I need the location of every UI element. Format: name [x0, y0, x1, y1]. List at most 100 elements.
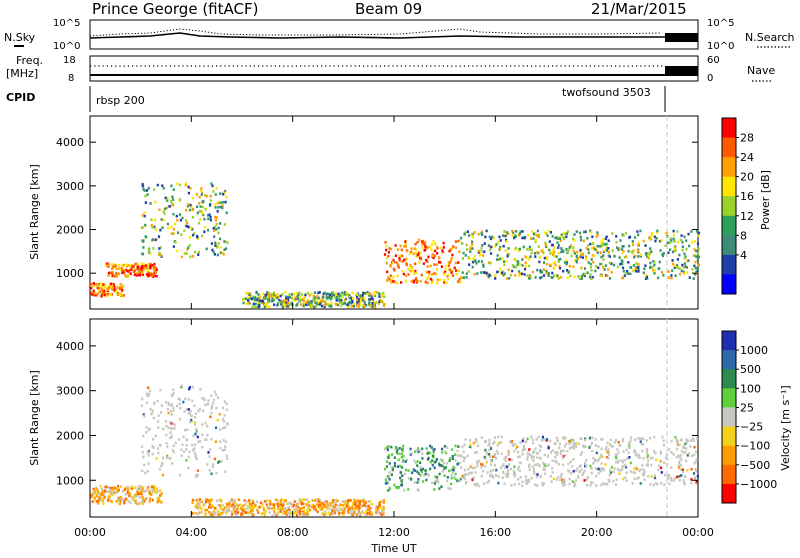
echo-cell	[461, 445, 464, 449]
echo-cell	[208, 506, 211, 509]
echo-cell	[276, 293, 279, 296]
echo-cell	[140, 404, 143, 407]
echo-cell	[623, 255, 626, 259]
echo-cell	[622, 269, 625, 273]
echo-cell	[124, 493, 128, 496]
echo-cell	[417, 472, 420, 475]
echo-cell	[609, 471, 613, 474]
echo-cell	[678, 460, 681, 463]
echo-cell	[281, 512, 284, 515]
echo-cell	[367, 303, 370, 307]
echo-cell	[170, 232, 173, 235]
echo-cell	[544, 243, 547, 247]
echo-cell	[196, 473, 199, 476]
echo-cell	[683, 272, 686, 276]
echo-cell	[214, 507, 217, 510]
echo-cell	[523, 448, 527, 451]
echo-cell	[460, 236, 463, 240]
echo-cell	[288, 508, 291, 511]
echo-cell	[541, 248, 545, 252]
echo-cell	[488, 235, 491, 239]
echo-cell	[194, 443, 197, 447]
echo-cell	[682, 479, 685, 482]
echo-cell	[201, 200, 204, 204]
echo-cell	[632, 249, 635, 253]
echo-cell	[670, 451, 673, 454]
echo-cell	[197, 440, 200, 444]
echo-cell	[359, 296, 362, 299]
echo-cell	[487, 261, 490, 264]
echo-cell	[116, 286, 119, 289]
echo-cell	[589, 266, 593, 269]
echo-cell	[355, 294, 358, 297]
echo-cell	[580, 251, 583, 254]
echo-cell	[253, 298, 256, 301]
echo-cell	[552, 266, 555, 270]
echo-cell	[357, 501, 360, 504]
echo-cell	[298, 510, 301, 514]
echo-cell	[607, 478, 610, 482]
echo-cell	[560, 247, 563, 250]
echo-cell	[512, 469, 515, 473]
echo-cell	[200, 193, 203, 196]
echo-cell	[308, 508, 312, 512]
echo-cell	[695, 270, 698, 273]
echo-cell	[452, 245, 455, 248]
echo-cell	[433, 466, 436, 470]
colorbar-segment	[722, 215, 736, 236]
echo-cell	[221, 204, 224, 207]
echo-cell	[671, 250, 675, 254]
echo-cell	[649, 238, 653, 241]
echo-cell	[435, 268, 438, 271]
echo-cell	[380, 295, 384, 298]
echo-cell	[468, 234, 471, 237]
echo-cell	[189, 255, 192, 259]
echo-cell	[314, 506, 318, 510]
echo-cell	[151, 409, 154, 413]
echo-cell	[687, 452, 691, 455]
echo-cell	[495, 243, 498, 246]
echo-cell	[659, 466, 663, 470]
echo-cell	[149, 264, 152, 268]
echo-cell	[261, 503, 264, 506]
echo-cell	[124, 274, 127, 277]
echo-cell	[323, 305, 326, 309]
echo-cell	[207, 402, 210, 406]
echo-cell	[590, 277, 593, 281]
echo-cell	[217, 201, 220, 205]
echo-cell	[328, 507, 331, 511]
echo-cell	[534, 483, 537, 486]
echo-cell	[358, 502, 361, 506]
echo-cell	[244, 508, 247, 511]
echo-cell	[537, 245, 540, 248]
echo-cell	[659, 249, 662, 252]
echo-cell	[368, 291, 372, 295]
echo-cell	[212, 463, 215, 466]
echo-cell	[114, 491, 117, 494]
echo-cell	[142, 188, 145, 191]
echo-cell	[643, 470, 646, 474]
echo-cell	[585, 255, 588, 258]
echo-cell	[337, 303, 340, 307]
echo-cell	[556, 276, 559, 279]
echo-cell	[549, 475, 552, 478]
echo-cell	[632, 268, 635, 272]
echo-cell	[188, 208, 192, 212]
echo-cell	[536, 456, 539, 459]
echo-cell	[141, 451, 144, 454]
echo-cell	[697, 234, 700, 237]
echo-cell	[661, 254, 665, 258]
echo-cell	[559, 239, 562, 242]
echo-cell	[554, 263, 557, 267]
echo-cell	[595, 474, 598, 478]
echo-cell	[681, 245, 684, 248]
echo-cell	[242, 504, 245, 507]
echo-cell	[534, 240, 537, 244]
echo-cell	[368, 298, 371, 301]
echo-cell	[135, 274, 138, 277]
nsearch-trace	[89, 28, 661, 37]
echo-cell	[156, 399, 159, 403]
echo-cell	[577, 442, 580, 446]
